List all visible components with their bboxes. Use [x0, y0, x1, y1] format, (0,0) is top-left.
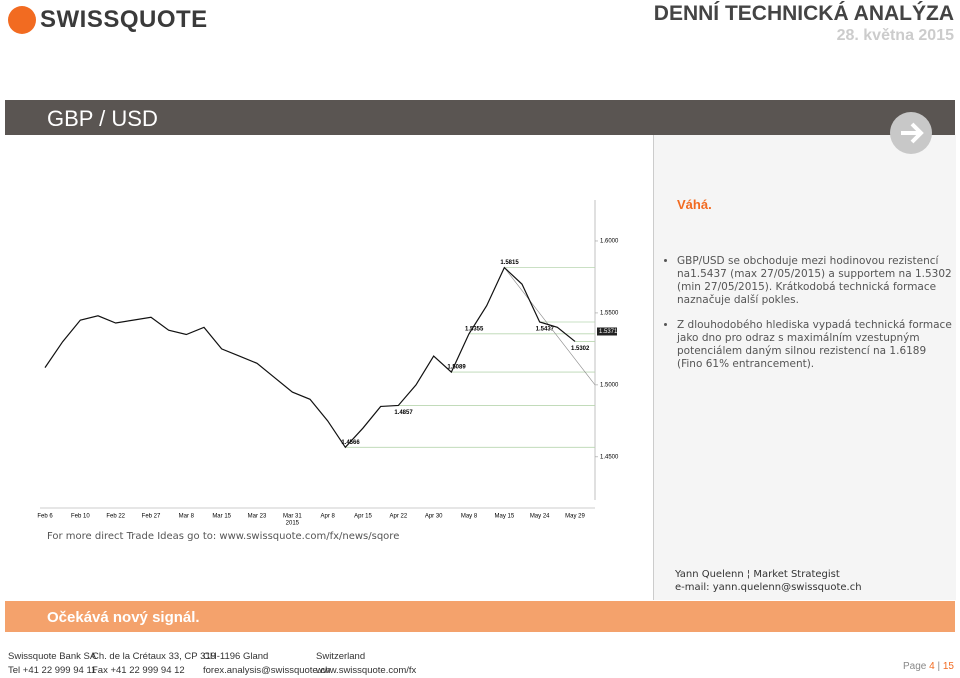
logo-icon	[8, 6, 36, 34]
footer-text: Ch. de la Crétaux 33, CP 319	[92, 651, 216, 662]
footer-text: Switzerland	[316, 651, 366, 662]
x-tick-label: Feb 27	[142, 514, 161, 520]
y-tick-label: 1.5000	[600, 382, 619, 388]
y-tick-label: 1.5500	[600, 311, 619, 317]
arrow-button[interactable]	[890, 112, 932, 154]
bullet: Z dlouhodobého hlediska vypadá technická…	[677, 319, 952, 371]
level-label: 1.5815	[500, 260, 519, 266]
email: e-mail: yann.quelenn@swissquote.ch	[675, 582, 862, 593]
x-tick-label: May 15	[494, 514, 514, 520]
footer-text: forex.analysis@swissquote.ch	[203, 665, 331, 676]
section-title: GBP / USD	[47, 106, 158, 131]
x-tick-label: Apr 22	[389, 514, 407, 520]
last-price-label: 1.5371	[599, 329, 618, 335]
footer-text: Tel +41 22 999 94 11	[8, 665, 97, 676]
logo: SWISSQUOTE	[40, 6, 208, 33]
x-tick-label: Mar 31	[283, 514, 302, 520]
x-tick-label: Mar 23	[248, 514, 267, 520]
x-tick-label: Mar 15	[212, 514, 231, 520]
level-label: 1.5089	[447, 365, 466, 371]
footer-text: Fax +41 22 999 94 12	[92, 665, 185, 676]
chart: 1.6000 1.5500 1.5000 1.4500 Feb 6 Feb 10 Feb 2…	[37, 200, 619, 527]
footer-text: CH-1196 Gland	[203, 651, 269, 662]
page: 4	[929, 661, 935, 672]
x-year: 2015	[286, 521, 300, 527]
x-tick-label: May 24	[530, 514, 550, 520]
signal: Očekává nový signál.	[47, 609, 200, 626]
footer-text: www.swissquote.com/fx	[316, 665, 417, 676]
footer-col: Swissquote Bank SA Tel +41 22 999 94 11	[8, 650, 96, 678]
price-line	[44, 266, 576, 449]
x-tick-label: Feb 22	[106, 514, 125, 520]
footer-col: Switzerland www.swissquote.com/fx	[316, 650, 416, 678]
footer-col: Ch. de la Crétaux 33, CP 319 Fax +41 22 9…	[92, 650, 216, 678]
y-tick-label: 1.6000	[600, 239, 619, 245]
bullets: GBP/USD se obchoduje mezi hodinovou rezi…	[663, 255, 952, 383]
x-tick-label: May 29	[565, 514, 585, 520]
x-tick-label: Apr 30	[425, 514, 443, 520]
bullet: GBP/USD se obchoduje mezi hodinovou rezi…	[677, 255, 952, 307]
footer-text: Swissquote Bank SA	[8, 651, 97, 662]
footer-col: CH-1196 Gland forex.analysis@swissquote.c…	[203, 650, 330, 678]
arrow-icon	[901, 122, 924, 144]
page-number: Page 4 | 15	[903, 661, 954, 672]
verdict: Váhá.	[677, 197, 712, 212]
section-band	[5, 100, 955, 135]
total: 15	[942, 661, 954, 672]
x-tick-label: Mar 8	[179, 514, 195, 520]
x-tick-label: Apr 15	[354, 514, 372, 520]
page-label: Page	[903, 661, 927, 672]
link[interactable]: For more direct Trade Ideas go to: www.s…	[47, 531, 400, 542]
level-label: 1.4566	[341, 440, 360, 446]
last-price-box	[597, 327, 617, 336]
x-tick-label: Feb 10	[71, 514, 90, 520]
target-line	[504, 267, 596, 386]
x-tick-label: May 8	[461, 514, 478, 520]
author: Yann Quelenn ¦ Market Strategist	[675, 569, 840, 580]
signal-band	[5, 601, 955, 632]
level-label: 1.5437	[536, 327, 555, 333]
side-panel	[653, 135, 956, 600]
date: 28. května 2015	[836, 27, 954, 44]
y-tick-label: 1.4500	[600, 454, 619, 460]
title: DENNÍ TECHNICKÁ ANALÝZA	[653, 2, 954, 25]
level-label: 1.5355	[465, 326, 484, 332]
x-tick-label: Apr 8	[320, 514, 335, 520]
level-label: 1.5302	[571, 346, 590, 352]
separator: |	[937, 661, 941, 672]
level-label: 1.4857	[394, 410, 413, 416]
x-tick-label: Feb 6	[37, 514, 53, 520]
